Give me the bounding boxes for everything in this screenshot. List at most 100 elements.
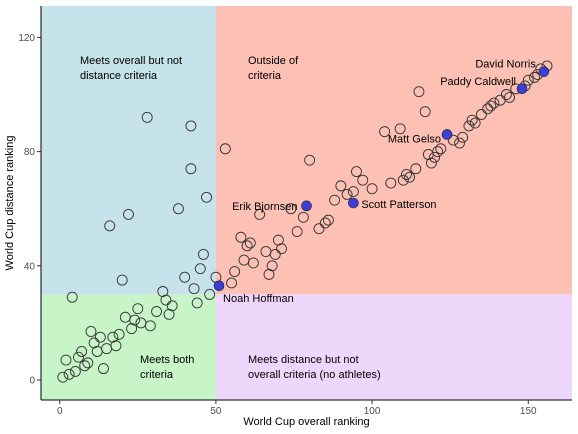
data-point [329,194,341,206]
point-label: Erik Bjornsen [232,201,297,213]
data-point [269,248,281,260]
data-point [132,303,144,315]
data-point [319,217,331,229]
x-axis-title: World Cup overall ranking [243,416,369,428]
data-point [504,91,515,103]
data-point [522,74,534,86]
data-point [194,263,206,275]
data-point [357,174,369,186]
x-tick-label: 0 [57,406,63,417]
data-point [226,277,237,289]
highlighted-point [301,200,312,212]
data-point [419,106,431,118]
data-point [285,203,297,215]
data-point [413,86,425,98]
data-point [432,146,444,158]
region-label-overall-only: Meets overall but not [80,55,182,67]
data-point [244,237,256,249]
data-point [457,131,469,143]
region-distance-only [215,294,572,400]
data-point [116,274,128,286]
data-point [185,120,197,132]
data-point [179,271,191,283]
data-point [235,231,247,243]
data-point [469,117,481,129]
data-point [172,203,184,215]
data-point [366,183,378,195]
data-point [322,214,334,226]
data-point [463,120,475,132]
data-point [341,188,353,200]
x-tick-label: 50 [210,406,222,417]
region-label-both: criteria [140,369,174,381]
data-point [297,211,309,223]
data-point [485,100,497,112]
highlighted-point [441,129,453,140]
data-point [351,166,362,178]
data-point [76,346,88,357]
x-axis-ticks: 0 50 100 150 [57,400,537,417]
data-point [66,291,78,303]
data-point [500,89,512,100]
y-tick-label: 120 [18,33,35,44]
region-label-overall-only: distance criteria [80,70,158,82]
data-point [347,186,359,198]
data-point [166,300,178,312]
data-point [410,163,422,175]
point-label: David Norris [475,59,536,71]
data-point [241,240,253,252]
point-label: Scott Patterson [361,199,436,211]
data-point [113,328,125,340]
data-point [313,223,325,235]
data-point [129,314,141,326]
data-point [385,177,397,189]
data-point [188,283,200,295]
region-labels: Meets overall but not distance criteria Ou… [80,55,381,381]
region-label-both: Meets both [140,354,194,366]
data-point [73,351,84,363]
criteria-regions [41,6,572,400]
data-point [425,157,437,169]
data-point [201,191,212,203]
region-label-outside: Outside of [248,55,299,67]
point-label: Paddy Caldwell [440,76,516,88]
data-point [85,326,97,337]
y-tick-label: 80 [24,147,36,158]
point-label: Matt Gelso [388,133,441,145]
highlighted-point [516,83,528,95]
data-point [435,143,447,155]
data-point [276,243,287,255]
data-point [266,260,278,272]
data-point [466,114,478,126]
data-point [191,297,203,309]
data-point [394,123,406,135]
axes: 0 50 100 150 0 40 80 120 [18,6,572,417]
x-tick-label: 100 [364,406,381,417]
data-point [185,163,197,175]
y-tick-label: 0 [29,376,35,387]
x-tick-label: 150 [520,406,537,417]
data-point [82,357,94,369]
data-point [151,306,163,317]
data-point [110,340,122,352]
data-point [98,363,109,375]
data-point [229,266,241,277]
data-point [475,109,487,120]
data-point [397,174,409,186]
highlighted-points [213,66,550,292]
data-point [379,126,391,138]
data-point [335,180,347,192]
data-point [60,354,72,366]
highlighted-point [538,66,550,77]
data-points [57,60,553,383]
data-point [429,151,441,163]
data-point [197,248,209,260]
data-point [529,71,540,83]
y-axis-title: World Cup distance ranking [4,136,16,271]
data-point [57,371,69,383]
y-axis-ticks: 0 40 80 120 [18,33,41,387]
region-overall-only [41,6,216,295]
data-point [160,294,172,306]
data-point [304,154,316,166]
data-point [247,257,259,269]
